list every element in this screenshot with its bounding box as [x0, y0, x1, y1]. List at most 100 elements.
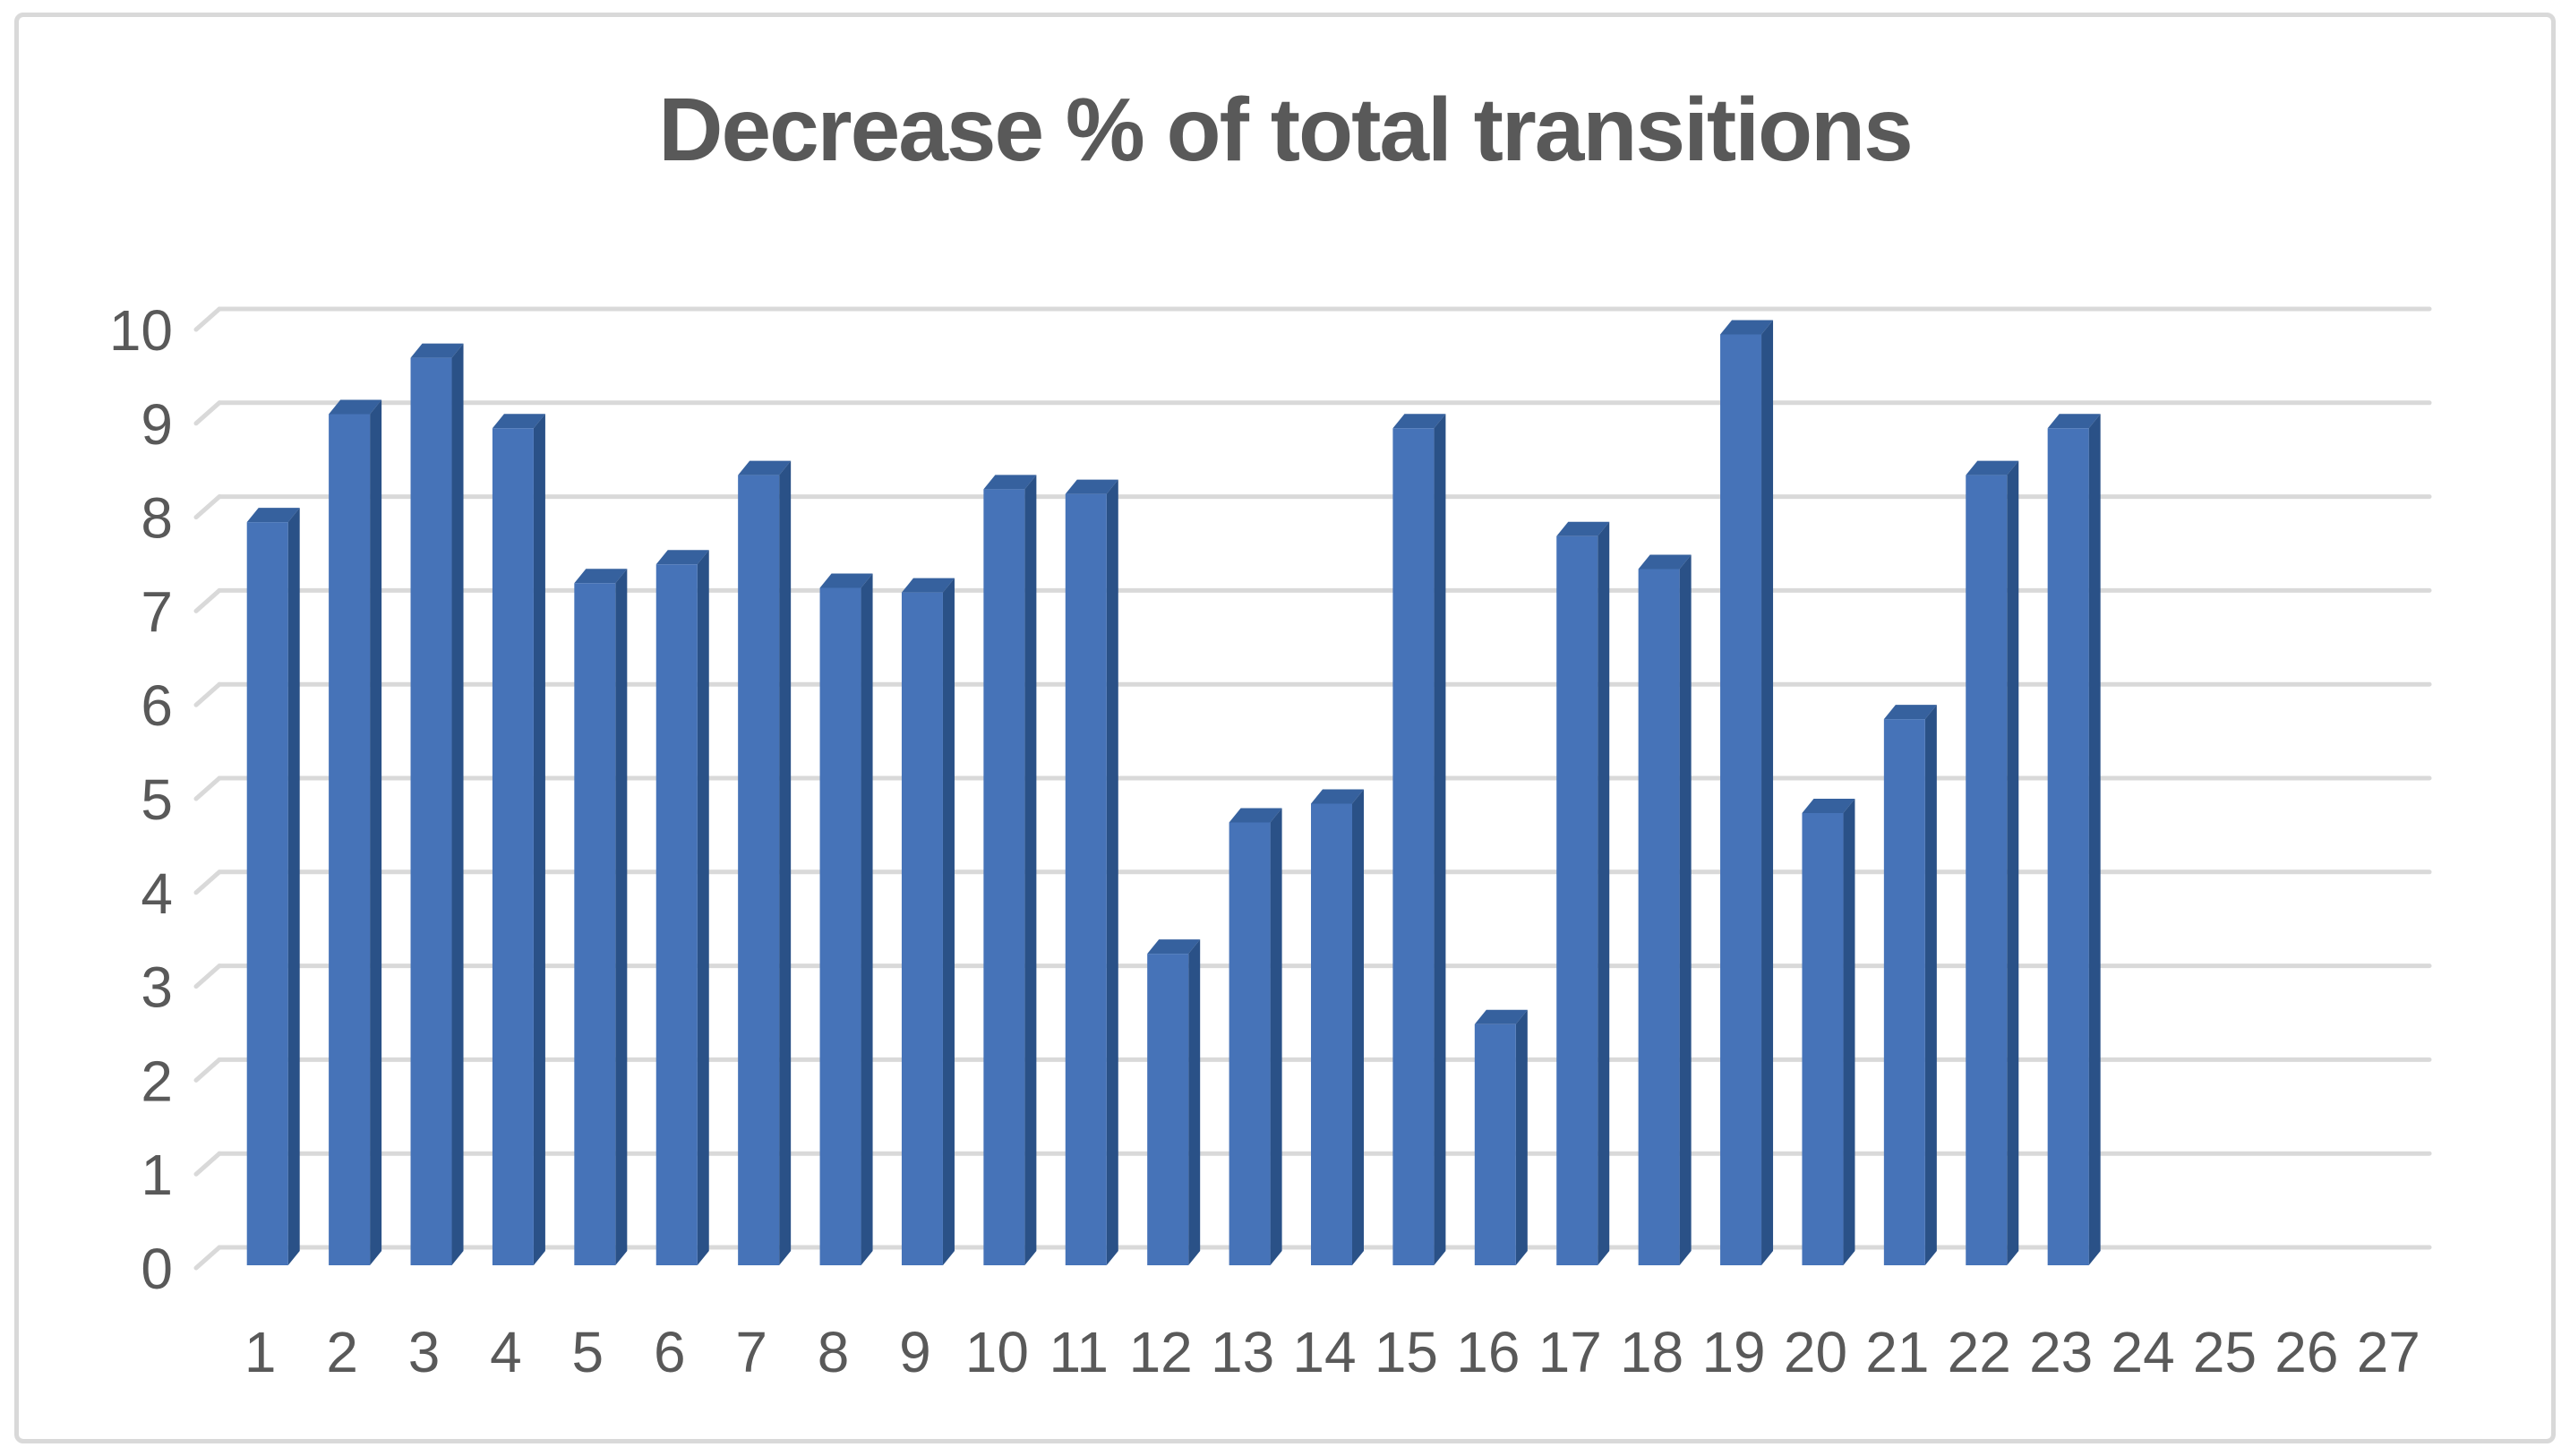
y-axis-depth-tick	[193, 869, 222, 895]
bar-top-face	[492, 414, 545, 429]
bar	[1065, 493, 1107, 1265]
x-axis-label: 10	[965, 1320, 1029, 1384]
bar-side-face	[1188, 939, 1201, 1265]
x-axis-label: 25	[2193, 1320, 2257, 1384]
bar	[410, 357, 452, 1265]
bar-top-face	[1147, 939, 1201, 955]
bar	[1392, 428, 1435, 1265]
bar-top-face	[1720, 320, 1774, 335]
bar	[574, 583, 616, 1265]
bar-side-face	[2088, 414, 2101, 1265]
bar	[901, 592, 943, 1265]
bar	[655, 564, 698, 1265]
bar	[1802, 812, 1844, 1265]
bar-top-face	[1392, 414, 1446, 429]
x-axis-label: 12	[1129, 1320, 1193, 1384]
bar-top-face	[329, 399, 382, 415]
x-axis-label: 4	[490, 1320, 522, 1384]
bar-side-face	[779, 460, 792, 1265]
bar-top-face	[819, 573, 873, 588]
x-axis-label: 17	[1538, 1320, 1602, 1384]
bar	[738, 475, 780, 1265]
y-axis-label: 9	[141, 392, 173, 457]
bar-side-face	[370, 399, 382, 1265]
x-axis-label: 26	[2274, 1320, 2338, 1384]
bar-side-face	[1024, 475, 1037, 1265]
bar-side-face	[1679, 554, 1692, 1265]
bar-top-face	[1638, 554, 1692, 570]
bar-side-face	[942, 578, 955, 1265]
y-axis-label: 2	[141, 1049, 173, 1113]
x-axis-label: 15	[1375, 1320, 1438, 1384]
x-axis-label: 27	[2357, 1320, 2420, 1384]
y-axis-depth-tick	[193, 1151, 222, 1177]
bar	[1883, 719, 1925, 1265]
y-axis-depth-tick	[193, 400, 222, 426]
bar-top-face	[1065, 479, 1118, 494]
x-axis-label: 8	[818, 1320, 850, 1384]
bar-top-face	[983, 475, 1037, 490]
x-axis-label: 3	[408, 1320, 441, 1384]
bar	[1638, 569, 1680, 1265]
bar-side-face	[1515, 1009, 1528, 1265]
bar	[492, 428, 534, 1265]
x-axis-label: 16	[1456, 1320, 1520, 1384]
bar-side-face	[697, 550, 709, 1265]
x-axis-label: 7	[735, 1320, 767, 1384]
bar-side-face	[451, 343, 464, 1266]
y-axis-depth-tick	[193, 964, 222, 989]
x-axis-label: 13	[1211, 1320, 1274, 1384]
bar-top-face	[574, 569, 628, 584]
bar-side-face	[287, 508, 300, 1265]
x-axis-label: 9	[899, 1320, 931, 1384]
x-axis-label: 6	[654, 1320, 686, 1384]
bar-side-face	[1106, 479, 1118, 1265]
x-axis-label: 14	[1292, 1320, 1356, 1384]
bar-top-face	[655, 550, 709, 565]
y-axis-depth-tick	[193, 494, 222, 520]
bar-side-face	[861, 573, 873, 1265]
bar-top-face	[1229, 808, 1282, 823]
bar-top-face	[738, 460, 792, 475]
bar-side-face	[1352, 789, 1364, 1265]
bar-top-face	[410, 343, 464, 358]
bar-top-face	[1883, 705, 1937, 720]
y-axis-label: 4	[141, 861, 173, 926]
x-axis-label: 1	[244, 1320, 277, 1384]
bar-side-face	[2007, 460, 2019, 1265]
bar-top-face	[1802, 798, 1855, 813]
y-axis-depth-tick	[193, 1245, 222, 1271]
bar	[1474, 1023, 1516, 1265]
bar-side-face	[1924, 705, 1937, 1265]
y-axis-label: 5	[141, 767, 173, 832]
y-axis-depth-tick	[193, 306, 222, 332]
bar-top-face	[1474, 1009, 1528, 1024]
bar-side-face	[533, 414, 545, 1265]
bar	[1556, 535, 1598, 1265]
bar-top-face	[2047, 414, 2101, 429]
y-axis-depth-tick	[193, 1057, 222, 1083]
bar-side-face	[1434, 414, 1446, 1265]
bar	[1720, 334, 1762, 1266]
y-axis-label: 3	[141, 955, 173, 1020]
chart-title: Decrease % of total transitions	[658, 80, 1914, 180]
bar-side-face	[1598, 521, 1610, 1265]
x-axis-label: 11	[1049, 1320, 1109, 1384]
x-axis-label: 19	[1701, 1320, 1765, 1384]
bar-top-face	[246, 508, 300, 523]
y-axis-label: 10	[109, 298, 173, 363]
bar-side-face	[1270, 808, 1282, 1265]
y-axis-label: 1	[141, 1143, 173, 1207]
x-axis-label: 2	[326, 1320, 358, 1384]
x-axis-label: 20	[1784, 1320, 1847, 1384]
y-axis-depth-tick	[193, 681, 222, 707]
bar	[329, 414, 371, 1265]
bar	[1311, 803, 1352, 1265]
x-axis-label: 21	[1865, 1320, 1929, 1384]
y-axis-label: 7	[141, 579, 173, 644]
x-axis-label: 23	[2029, 1320, 2093, 1384]
bar-side-face	[615, 569, 628, 1265]
bar	[1966, 475, 2008, 1265]
